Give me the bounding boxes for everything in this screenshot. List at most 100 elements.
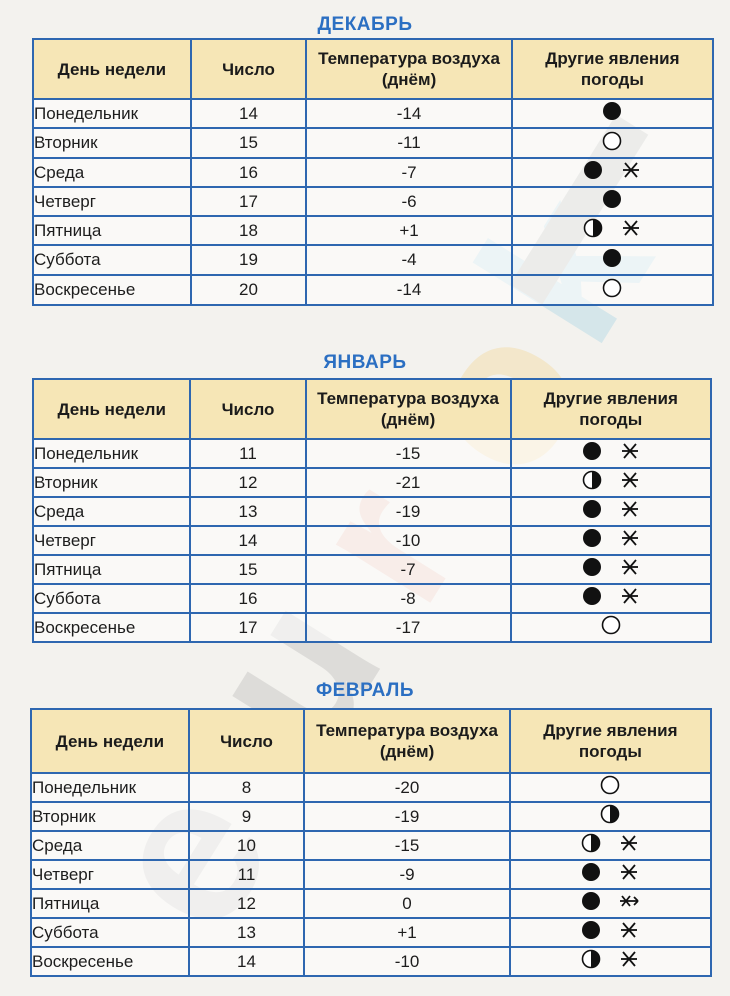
header-day: День недели (30, 708, 190, 774)
day-cell: Воскресенье (30, 946, 190, 977)
number-cell: 12 (189, 467, 307, 498)
phenomena-cell (510, 274, 715, 306)
table-row: Пятница 12 0 (30, 888, 713, 919)
day-cell: Среда (32, 157, 192, 188)
phenomena-cell (508, 801, 713, 832)
day-cell: Вторник (30, 801, 190, 832)
temperature-cell: -4 (305, 244, 513, 276)
table-row: Вторник 9 -19 (30, 801, 713, 832)
snow-icon (619, 527, 641, 549)
number-cell: 10 (187, 830, 306, 861)
temperature-cell: -14 (305, 274, 513, 306)
weather-table-february: День недели Число Температура воздуха (днё… (30, 708, 713, 977)
number-cell: 11 (187, 859, 306, 890)
temperature-cell: -10 (304, 525, 512, 556)
day-cell: Воскресенье (31, 612, 192, 643)
snow-icon (620, 159, 642, 181)
table-row: Воскресенье 17 -17 (31, 612, 712, 643)
cloudy-icon (580, 919, 602, 941)
temperature-cell: -15 (303, 830, 511, 861)
number-cell: 8 (187, 772, 306, 803)
header-temperature: Температура воздуха (днём) (305, 38, 513, 100)
cloudy-icon (601, 188, 623, 210)
number-cell: 14 (189, 525, 307, 556)
header-row: День недели Число Температура воздуха (днё… (32, 38, 715, 100)
day-cell: Суббота (30, 917, 190, 948)
day-cell: Суббота (32, 244, 192, 276)
number-cell: 14 (189, 98, 308, 129)
cloudy-icon (581, 498, 603, 520)
phenomena-cell (508, 859, 713, 890)
partly-cloudy-icon (580, 832, 602, 854)
snow-icon (618, 832, 640, 854)
phenomena-cell (509, 554, 712, 585)
table-row: Четверг 14 -10 (31, 525, 712, 556)
weather-table-january: День недели Число Температура воздуха (днё… (31, 378, 712, 643)
phenomena-cell (510, 215, 715, 246)
phenomena-cell (509, 496, 712, 527)
day-cell: Среда (30, 830, 190, 861)
day-cell: Пятница (32, 215, 192, 246)
month-title-january: ЯНВАРЬ (323, 352, 407, 373)
partly-cloudy-icon (580, 948, 602, 970)
month-title-february: ФЕВРАЛЬ (315, 680, 415, 701)
day-cell: Среда (31, 496, 192, 527)
phenomena-cell (510, 244, 715, 276)
number-cell: 19 (189, 244, 308, 276)
table-row: Четверг 17 -6 (32, 186, 715, 217)
number-cell: 13 (187, 917, 306, 948)
day-cell: Пятница (31, 554, 192, 585)
table-row: Пятница 18 +1 (32, 215, 715, 246)
table-row: Воскресенье 20 -14 (32, 274, 715, 306)
number-cell: 11 (189, 438, 307, 469)
table-row: Суббота 19 -4 (32, 244, 715, 276)
header-number: Число (189, 378, 307, 440)
header-phenomena: Другие явления погоды (509, 378, 712, 440)
temperature-cell: +1 (303, 917, 511, 948)
phenomena-cell (509, 583, 712, 614)
header-temperature: Температура воздуха (днём) (304, 378, 512, 440)
day-cell: Воскресенье (32, 274, 192, 306)
table-row: Суббота 13 +1 (30, 917, 713, 948)
header-number: Число (189, 38, 308, 100)
temperature-cell: 0 (303, 888, 511, 919)
table-row: Среда 13 -19 (31, 496, 712, 527)
header-row: День недели Число Температура воздуха (днё… (30, 708, 713, 774)
header-day: День недели (31, 378, 192, 440)
header-day: День недели (32, 38, 192, 100)
temperature-cell: +1 (305, 215, 513, 246)
temperature-cell: -19 (303, 801, 511, 832)
cloudy-icon (581, 556, 603, 578)
temperature-cell: -7 (305, 157, 513, 188)
table-row: Воскресенье 14 -10 (30, 946, 713, 977)
number-cell: 20 (189, 274, 308, 306)
day-cell: Вторник (32, 127, 192, 159)
phenomena-cell (510, 98, 715, 129)
temperature-cell: -7 (304, 554, 512, 585)
day-cell: Понедельник (31, 438, 192, 469)
header-phenomena: Другие явления погоды (510, 38, 715, 100)
phenomena-cell (508, 888, 713, 919)
day-cell: Суббота (31, 583, 192, 614)
snow-icon (619, 556, 641, 578)
phenomena-cell (508, 946, 713, 977)
clear-icon (601, 130, 623, 152)
day-cell: Пятница (30, 888, 190, 919)
day-cell: Вторник (31, 467, 192, 498)
day-cell: Четверг (30, 859, 190, 890)
cloudy-icon (601, 100, 623, 122)
number-cell: 15 (189, 554, 307, 585)
partly-cloudy-icon (581, 469, 603, 491)
month-title-december: ДЕКАБРЬ (317, 14, 413, 35)
table-row: Пятница 15 -7 (31, 554, 712, 585)
weather-table-december: День недели Число Температура воздуха (днё… (32, 38, 715, 306)
phenomena-cell (508, 830, 713, 861)
number-cell: 15 (189, 127, 308, 159)
day-cell: Понедельник (30, 772, 190, 803)
phenomena-cell (509, 612, 712, 643)
clear-icon (601, 277, 623, 299)
table-row: Вторник 12 -21 (31, 467, 712, 498)
temperature-cell: -8 (304, 583, 512, 614)
temperature-cell: -21 (304, 467, 512, 498)
phenomena-cell (509, 438, 712, 469)
